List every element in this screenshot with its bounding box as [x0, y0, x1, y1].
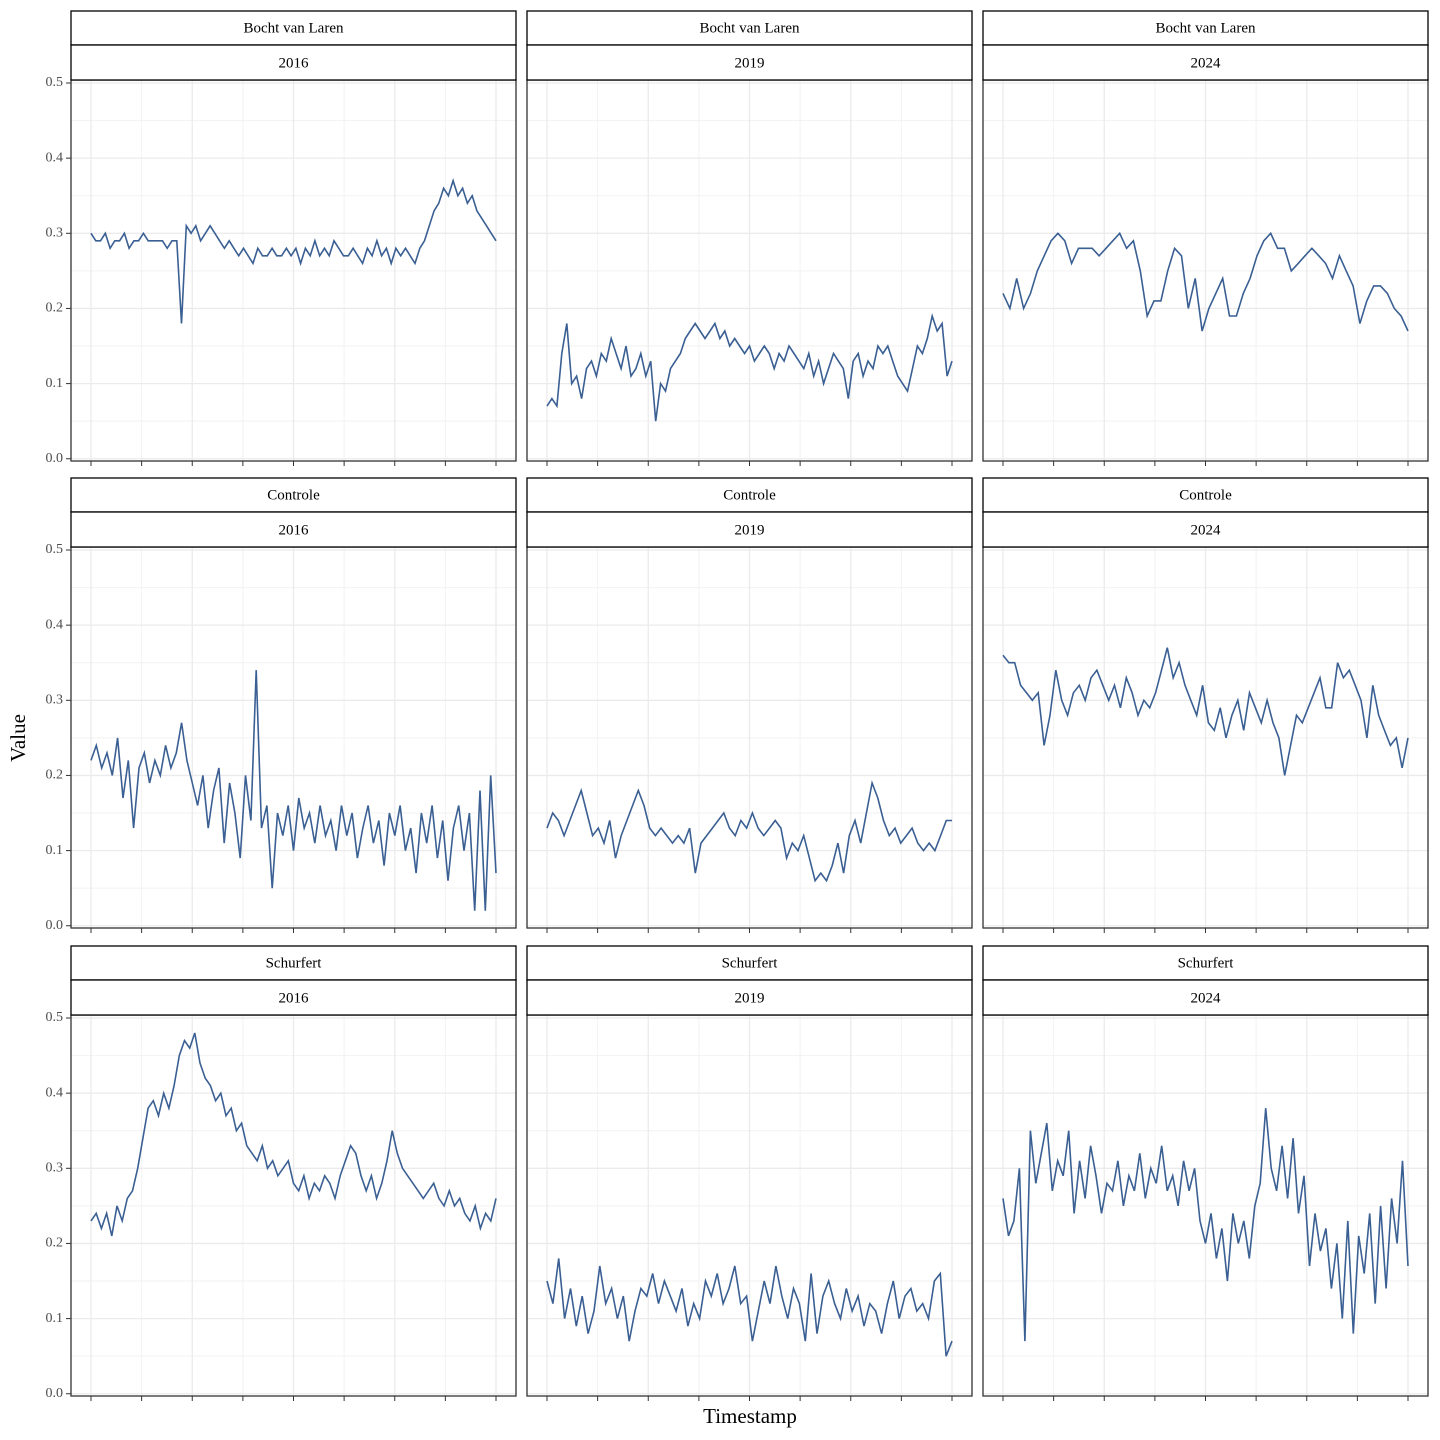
strip	[982, 511, 1429, 548]
data-line	[90, 1032, 497, 1237]
strip	[982, 10, 1429, 46]
strip-label: 2016	[279, 55, 310, 71]
y-tick-label: 0.4	[46, 1085, 64, 1100]
x-axis-title: Timestamp	[703, 1404, 797, 1428]
data-line	[90, 670, 497, 911]
strip	[70, 511, 517, 548]
data-line	[546, 1258, 953, 1357]
y-tick-label: 0.4	[46, 617, 64, 632]
strip-label: 2024	[1191, 522, 1222, 538]
strip-label: Bocht van Laren	[700, 20, 800, 36]
strip	[982, 945, 1429, 981]
strip-label: 2019	[735, 990, 765, 1006]
y-tick-label: 0.5	[46, 75, 64, 90]
strip	[526, 511, 973, 548]
strip	[70, 945, 517, 981]
strip-label: 2019	[735, 55, 765, 71]
y-tick-label: 0.5	[46, 542, 64, 557]
strip-label: 2024	[1191, 990, 1222, 1006]
strip	[982, 979, 1429, 1016]
y-tick-label: 0.0	[46, 1386, 64, 1401]
data-line	[90, 178, 497, 324]
strip-label: Bocht van Laren	[244, 20, 344, 36]
y-tick-label: 0.1	[46, 843, 64, 858]
y-tick-label: 0.3	[46, 1161, 64, 1176]
y-tick-label: 0.3	[46, 226, 64, 241]
y-tick-label: 0.3	[46, 693, 64, 708]
strip	[526, 477, 973, 513]
y-tick-label: 0.2	[46, 301, 64, 316]
strip	[982, 44, 1429, 81]
data-line	[1002, 231, 1409, 332]
strip	[526, 44, 973, 81]
strip	[526, 945, 973, 981]
y-tick-label: 0.5	[46, 1010, 64, 1025]
strip	[70, 477, 517, 513]
y-axis-title: Value	[6, 714, 30, 762]
strip	[70, 44, 517, 81]
strip-label: 2024	[1191, 55, 1222, 71]
y-tick-label: 0.0	[46, 918, 64, 933]
strip-label: Schurfert	[1178, 955, 1235, 971]
y-tick-label: 0.1	[46, 376, 64, 391]
y-tick-label: 0.0	[46, 451, 64, 466]
y-tick-label: 0.4	[46, 150, 64, 165]
strip-label: Schurfert	[722, 955, 779, 971]
data-line	[1002, 1108, 1409, 1342]
strip-label: Controle	[723, 487, 776, 503]
strip-label: 2016	[279, 522, 310, 538]
data-line	[1002, 647, 1409, 776]
strip	[70, 979, 517, 1016]
data-line	[546, 780, 952, 883]
strip-label: Controle	[1179, 487, 1232, 503]
y-tick-label: 0.2	[46, 1236, 64, 1251]
data-line	[546, 312, 953, 422]
strip	[526, 979, 973, 1016]
strip-label: Controle	[267, 487, 320, 503]
y-tick-label: 0.1	[46, 1311, 64, 1326]
strip-label: 2019	[735, 522, 765, 538]
strip	[982, 477, 1429, 513]
strip-label: Schurfert	[266, 955, 323, 971]
strip-label: 2016	[279, 990, 310, 1006]
y-tick-label: 0.2	[46, 768, 64, 783]
strip-label: Bocht van Laren	[1156, 20, 1256, 36]
